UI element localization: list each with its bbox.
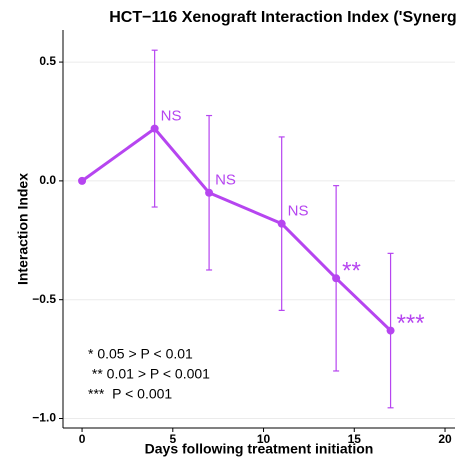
point-label: NS — [161, 108, 182, 125]
point — [332, 274, 341, 283]
point-label: *** — [397, 310, 425, 337]
point — [277, 219, 286, 228]
y-tick-label: 0.5 — [39, 54, 56, 68]
y-axis-label: Interaction Index — [15, 173, 31, 285]
point — [205, 188, 214, 197]
x-tick-label: 0 — [79, 432, 86, 446]
x-tick-label: 10 — [257, 432, 271, 446]
x-tick-label: 20 — [438, 432, 452, 446]
point-label: NS — [288, 203, 309, 220]
y-tick-label: −0.5 — [32, 292, 56, 306]
point — [78, 176, 87, 185]
annotation: ** 0.01 > P < 0.001 — [88, 366, 210, 382]
point — [150, 124, 159, 133]
point-label: ** — [342, 258, 361, 285]
y-tick-label: −1.0 — [32, 411, 56, 425]
chart-title: HCT−116 Xenograft Interaction Index ('Sy… — [109, 9, 456, 26]
point — [386, 326, 395, 335]
annotation: * 0.05 > P < 0.01 — [88, 346, 193, 362]
y-tick-label: 0.0 — [39, 173, 56, 187]
x-tick-label: 15 — [348, 432, 362, 446]
x-axis-label: Days following treatment initiation — [145, 441, 374, 457]
point-label: NS — [215, 172, 236, 189]
line — [81, 126, 392, 332]
x-tick-label: 5 — [169, 432, 176, 446]
annotation: *** P < 0.001 — [88, 386, 172, 402]
